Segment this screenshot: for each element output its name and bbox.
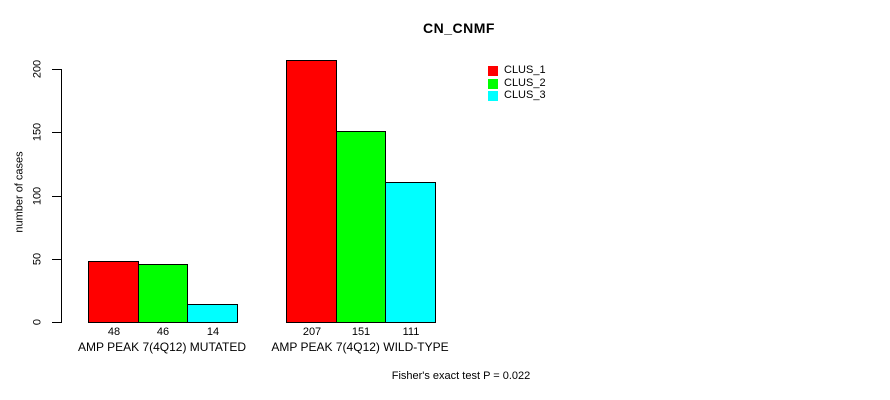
bar-clus_3-g1 xyxy=(385,182,436,323)
bar-value-label: 14 xyxy=(206,326,220,338)
y-axis-label: number of cases xyxy=(13,151,26,233)
y-tick xyxy=(52,132,61,133)
legend-item-clus_2: CLUS_2 xyxy=(488,78,546,89)
y-tick xyxy=(52,69,61,70)
legend-swatch-clus_2 xyxy=(488,78,498,89)
legend-swatch-clus_1 xyxy=(488,65,498,76)
chart-title: CN_CNMF xyxy=(423,20,495,36)
y-axis-line xyxy=(61,69,62,323)
bar-value-label: 151 xyxy=(351,326,371,338)
bar-clus_2-g1 xyxy=(336,131,386,323)
bar-value-label: 48 xyxy=(107,326,121,338)
legend-label: CLUS_3 xyxy=(504,89,546,101)
bar-value-label: 46 xyxy=(156,326,170,338)
y-tick xyxy=(52,196,61,197)
bar-clus_1-g0 xyxy=(88,261,139,323)
x-category-label: AMP PEAK 7(4Q12) WILD-TYPE xyxy=(271,340,449,354)
bar-clus_1-g1 xyxy=(286,60,337,323)
bar-clus_3-g0 xyxy=(187,304,238,323)
bar-value-label: 207 xyxy=(302,326,322,338)
fisher-test-note: Fisher's exact test P = 0.022 xyxy=(391,370,531,382)
y-tick-label: 150 xyxy=(31,122,44,142)
legend-label: CLUS_1 xyxy=(504,64,546,76)
y-tick-label: 100 xyxy=(31,186,44,206)
legend-item-clus_1: CLUS_1 xyxy=(488,65,546,76)
y-tick-label: 0 xyxy=(31,318,44,326)
bar-value-label: 111 xyxy=(402,326,420,338)
y-tick xyxy=(52,259,61,260)
bar-clus_2-g0 xyxy=(138,264,188,323)
y-tick-label: 200 xyxy=(31,59,44,79)
legend-item-clus_3: CLUS_3 xyxy=(488,90,546,101)
y-tick-label: 50 xyxy=(31,252,44,266)
legend-label: CLUS_2 xyxy=(504,77,546,89)
x-category-label: AMP PEAK 7(4Q12) MUTATED xyxy=(77,340,247,354)
y-tick xyxy=(52,322,61,323)
legend-swatch-clus_3 xyxy=(488,90,498,101)
